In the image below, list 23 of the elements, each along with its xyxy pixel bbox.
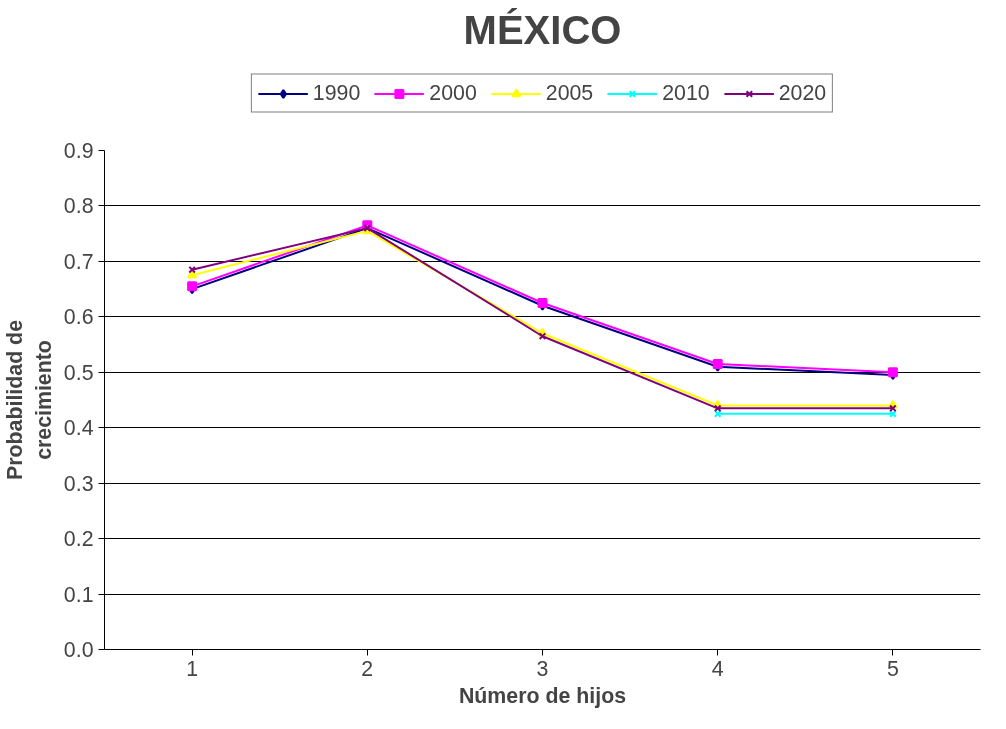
- chart-title: MÉXICO: [463, 7, 622, 52]
- y-tick-label: 0.1: [63, 582, 94, 607]
- x-tick-label: 1: [186, 656, 199, 681]
- legend-label: 2010: [662, 80, 710, 106]
- y-tick-label: 0.0: [63, 638, 94, 662]
- y-tick-label: 0.6: [63, 305, 94, 330]
- legend-label: 1990: [312, 80, 361, 106]
- legend-label: 2020: [778, 80, 827, 106]
- x-tick-label: 3: [536, 656, 549, 681]
- legend-label: 2000: [429, 80, 477, 106]
- y-tick-label: 0.4: [63, 416, 94, 441]
- x-axis-title: Número de hijos: [458, 683, 627, 708]
- x-tick-label: 5: [886, 656, 899, 681]
- x-tick-label: 4: [711, 656, 724, 681]
- y-tick-label: 0.9: [63, 139, 94, 163]
- y-tick-label: 0.2: [63, 527, 94, 552]
- y-tick-label: 0.3: [63, 471, 94, 496]
- y-tick-label: 0.8: [63, 194, 94, 219]
- legend-label: 2005: [545, 80, 594, 106]
- y-axis-title: Probabilidad de crecimiento: [3, 319, 56, 480]
- x-tick-label: 2: [361, 656, 374, 681]
- y-tick-label: 0.7: [63, 249, 94, 274]
- y-tick-label: 0.5: [63, 360, 94, 385]
